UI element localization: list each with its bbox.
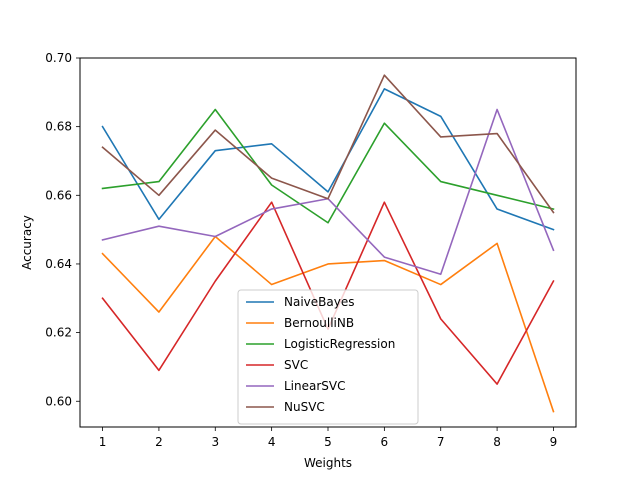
legend-label: NaiveBayes (284, 295, 354, 309)
plot-area (79, 57, 577, 428)
x-tick-label: 1 (99, 435, 107, 449)
legend-box (237, 289, 419, 425)
series-line-bernoullinb (101, 235, 555, 413)
legend: NaiveBayes BernoulliNB LogisticRegression S… (237, 289, 419, 425)
y-tick-label: 0.60 (45, 394, 72, 408)
x-axis-label: Weights (304, 456, 352, 470)
legend-label: LinearSVC (284, 379, 346, 393)
series-layer (101, 74, 555, 413)
x-axis-ticks: 1 2 3 4 5 6 7 8 9 (99, 427, 558, 449)
y-axis-label: Accuracy (20, 215, 34, 270)
legend-label: SVC (284, 358, 308, 372)
y-tick-label: 0.64 (45, 257, 72, 271)
legend-label: LogisticRegression (284, 337, 395, 351)
y-axis-ticks: 0.60 0.62 0.64 0.66 0.68 0.70 (45, 51, 80, 408)
legend-label: NuSVC (284, 400, 325, 414)
y-tick-label: 0.70 (45, 51, 72, 65)
y-tick-label: 0.68 (45, 120, 72, 134)
series-line-nusvc (101, 74, 555, 214)
x-tick-label: 5 (324, 435, 332, 449)
series-line-naivebayes (101, 88, 555, 231)
x-tick-label: 2 (155, 435, 163, 449)
x-tick-label: 4 (268, 435, 276, 449)
x-tick-label: 9 (550, 435, 558, 449)
y-tick-label: 0.62 (45, 326, 72, 340)
x-tick-label: 8 (493, 435, 501, 449)
y-tick-label: 0.66 (45, 188, 72, 202)
x-tick-label: 6 (381, 435, 389, 449)
x-tick-label: 3 (211, 435, 219, 449)
legend-label: BernoulliNB (284, 316, 354, 330)
x-tick-label: 7 (437, 435, 445, 449)
series-line-logisticregression (101, 108, 555, 224)
